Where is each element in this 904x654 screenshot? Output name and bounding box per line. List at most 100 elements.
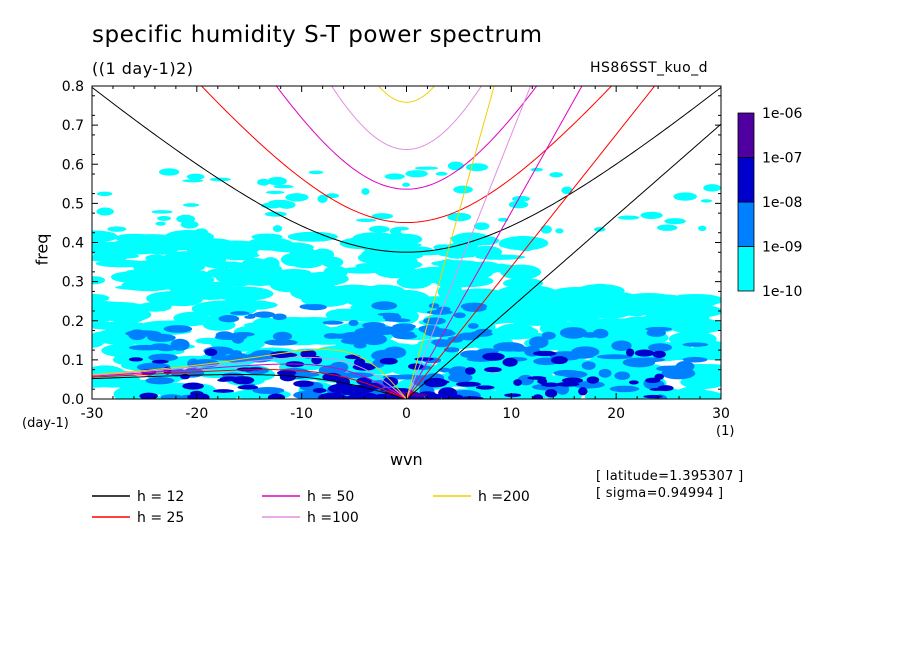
shade-1e-10 [209, 177, 231, 182]
shade-1e-10 [271, 322, 332, 337]
shade-1e-08 [455, 381, 481, 387]
shade-1e-09 [447, 336, 464, 343]
shade-1e-10 [693, 340, 721, 353]
legend: h = 12 h = 25 h = 50 h =100 h =200 [92, 489, 530, 526]
shade-1e-10 [408, 246, 433, 254]
shade-1e-10 [273, 184, 294, 189]
shade-1e-10 [438, 259, 458, 272]
shade-1e-09 [517, 374, 535, 386]
shade-1e-10 [496, 285, 558, 301]
shade-1e-10 [105, 328, 166, 336]
shade-1e-10 [640, 211, 663, 220]
shade-1e-08 [128, 357, 144, 362]
shade-1e-09 [622, 357, 656, 368]
shade-1e-09 [272, 331, 293, 341]
shade-1e-10 [524, 335, 575, 351]
shade-1e-10 [458, 299, 521, 308]
shade-1e-10 [584, 372, 610, 388]
shade-1e-09 [419, 385, 435, 397]
shade-1e-10 [366, 343, 423, 359]
shade-1e-10 [159, 385, 182, 399]
shade-1e-10 [572, 369, 635, 377]
shade-1e-10 [272, 225, 283, 232]
shade-1e-08 [344, 354, 361, 360]
shade-1e-10 [92, 276, 105, 285]
shade-1e-08 [326, 394, 347, 399]
shade-1e-09 [128, 329, 147, 341]
shade-1e-10 [551, 371, 610, 386]
shade-1e-10 [131, 381, 156, 395]
plot-frame [91, 85, 722, 400]
shade-1e-08 [541, 382, 560, 387]
shade-1e-10 [115, 394, 165, 399]
shade-1e-10 [584, 389, 647, 399]
shade-1e-08 [654, 373, 664, 380]
shade-1e-08 [643, 394, 663, 399]
shade-1e-09 [448, 389, 481, 399]
shade-1e-10 [586, 365, 625, 380]
shade-1e-10 [218, 247, 258, 261]
shade-1e-10 [195, 389, 239, 399]
shade-1e-10 [647, 317, 698, 331]
shade-1e-10 [668, 318, 721, 335]
shade-1e-10 [224, 241, 260, 256]
shade-1e-08 [151, 359, 169, 364]
shade-1e-08 [204, 348, 218, 357]
shade-1e-10 [486, 263, 512, 273]
shade-1e-08 [502, 357, 518, 367]
shade-1e-10 [350, 300, 416, 315]
rossby-wave-h-25 [92, 369, 407, 399]
shade-1e-10 [363, 284, 405, 298]
shade-1e-10 [265, 190, 285, 194]
shade-1e-08 [413, 395, 426, 399]
shade-1e-10 [364, 357, 398, 375]
shade-1e-08 [139, 392, 158, 399]
shade-1e-10 [238, 271, 283, 286]
shade-1e-10 [195, 242, 224, 251]
shade-1e-10 [355, 262, 381, 270]
shade-1e-08 [217, 378, 230, 382]
shade-1e-10 [214, 252, 260, 259]
shade-1e-10 [491, 326, 528, 338]
shade-1e-08 [419, 391, 436, 397]
shade-1e-10 [360, 249, 382, 264]
shade-1e-10 [125, 269, 155, 275]
shade-1e-10 [329, 360, 394, 374]
shade-1e-09 [448, 366, 470, 378]
shade-1e-09 [549, 351, 583, 361]
shade-1e-10 [193, 238, 233, 248]
shade-1e-07 [394, 391, 411, 397]
shade-1e-08 [351, 384, 376, 394]
shade-1e-10 [423, 313, 475, 327]
shade-1e-10 [389, 255, 418, 268]
shade-1e-10 [578, 291, 641, 306]
shade-1e-10 [95, 259, 149, 268]
shade-1e-10 [384, 173, 405, 180]
shade-1e-10 [625, 317, 678, 334]
shade-1e-10 [549, 172, 564, 178]
shade-1e-10 [396, 379, 428, 393]
colorbar-box [737, 246, 755, 292]
shade-1e-10 [365, 325, 394, 343]
shade-1e-10 [703, 184, 721, 192]
shade-1e-10 [600, 320, 648, 329]
shade-1e-09 [505, 356, 528, 362]
shade-1e-08 [293, 380, 315, 388]
shade-1e-10 [546, 377, 583, 393]
shade-1e-10 [121, 279, 175, 292]
shade-1e-10 [186, 247, 215, 253]
shade-1e-09 [626, 358, 647, 366]
shade-1e-10 [451, 232, 491, 247]
shade-1e-08 [245, 367, 263, 371]
shade-1e-09 [242, 383, 256, 390]
shade-1e-09 [426, 309, 453, 315]
shade-1e-10 [620, 303, 652, 317]
shade-1e-08 [482, 352, 505, 361]
shade-1e-10 [626, 377, 662, 395]
shade-1e-10 [371, 213, 394, 220]
shade-1e-10 [162, 251, 213, 266]
shade-1e-10 [658, 304, 686, 317]
shade-1e-10 [219, 272, 255, 287]
shade-1e-10 [156, 383, 182, 396]
shade-1e-10 [92, 381, 113, 388]
